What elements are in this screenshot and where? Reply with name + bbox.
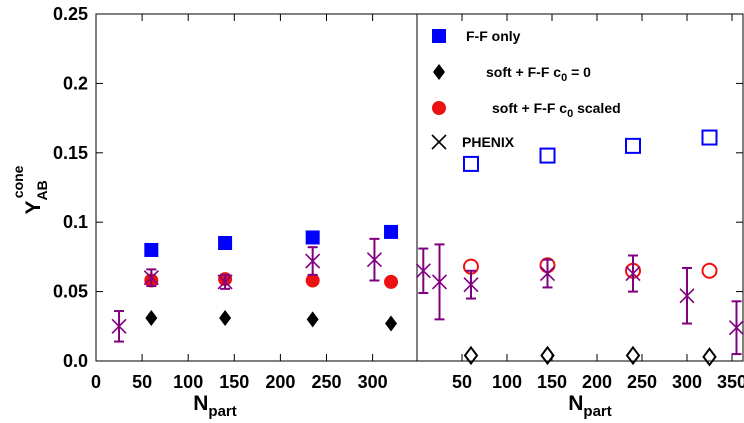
data-point xyxy=(145,309,158,326)
data-point xyxy=(625,345,641,366)
x-tick-label: 0 xyxy=(91,372,101,392)
data-point xyxy=(306,311,319,328)
series-right-0 xyxy=(463,129,718,172)
data-point xyxy=(111,318,127,334)
y-tick-label: 0.0 xyxy=(63,351,88,371)
y-tick-label: 0.1 xyxy=(63,212,88,232)
x-tick-label: 50 xyxy=(452,372,472,392)
series-right-3 xyxy=(431,243,744,356)
legend-label: PHENIX xyxy=(462,134,515,150)
data-point xyxy=(144,242,159,257)
series-right-1 xyxy=(463,345,717,367)
x-tick-label: 150 xyxy=(219,372,249,392)
data-point xyxy=(385,315,398,332)
series-left-2 xyxy=(144,272,399,289)
legend-label: F-F only xyxy=(466,28,521,44)
legend-marker xyxy=(432,101,446,115)
data-point xyxy=(415,263,431,279)
x-tick-label: 300 xyxy=(358,372,388,392)
data-point xyxy=(366,252,383,268)
data-point xyxy=(305,230,320,245)
x-axis-title-left: Npart xyxy=(193,392,237,420)
data-point xyxy=(701,129,718,146)
data-point xyxy=(219,309,232,326)
legend-item: F-F only xyxy=(432,28,521,44)
axes: 0.0 0.05 0.1 0.15 0.2 0.25 0 50 100 150 200 250 300 5… xyxy=(53,4,744,392)
y-tick-label: 0.25 xyxy=(53,4,88,24)
legend-item: soft + F-F c0 = 0 xyxy=(433,64,591,84)
x-tick-label: 100 xyxy=(173,372,203,392)
y-tick-label: 0.05 xyxy=(53,282,88,302)
series-left-0 xyxy=(144,224,399,257)
series-left-3 xyxy=(111,237,431,343)
data-point xyxy=(143,270,159,286)
data-point xyxy=(539,147,556,164)
legend-marker xyxy=(431,134,447,150)
series-right-2 xyxy=(463,257,718,279)
data-point xyxy=(702,347,717,367)
data-point xyxy=(431,274,448,290)
plot-frame-left xyxy=(95,13,418,362)
plot-frame-right xyxy=(416,13,744,362)
legend-marker xyxy=(432,29,446,43)
data-point xyxy=(305,253,321,269)
data-point xyxy=(463,277,479,293)
y-tick-label: 0.2 xyxy=(63,73,88,93)
legend: F-F only soft + F-F c0 = 0 soft + F-F c0 s… xyxy=(431,28,621,150)
legend-item: soft + F-F c0 scaled xyxy=(432,100,621,120)
y-axis-title: YABcone xyxy=(10,165,50,214)
data-marks xyxy=(111,129,744,367)
data-point xyxy=(728,320,744,336)
data-point xyxy=(218,236,233,251)
x-tick-label: 250 xyxy=(311,372,341,392)
x-axis-title-right: Npart xyxy=(568,392,612,420)
legend-label: soft + F-F c0 scaled xyxy=(492,100,621,120)
series-left-1 xyxy=(145,309,398,332)
data-point xyxy=(625,137,641,154)
legend-label: soft + F-F c0 = 0 xyxy=(486,64,591,84)
data-point xyxy=(384,224,399,239)
data-point xyxy=(463,345,479,366)
data-point xyxy=(217,274,233,290)
legend-item: PHENIX xyxy=(431,134,515,150)
legend-marker xyxy=(433,64,445,80)
x-tick-label: 150 xyxy=(537,372,567,392)
data-point xyxy=(701,262,718,279)
x-tick-label: 100 xyxy=(492,372,522,392)
data-point xyxy=(539,265,556,282)
data-point xyxy=(463,155,479,172)
y-tick-label: 0.15 xyxy=(53,143,88,163)
data-point xyxy=(540,345,555,366)
x-tick-label: 50 xyxy=(132,372,152,392)
data-point xyxy=(305,273,320,288)
x-tick-label: 350 xyxy=(717,372,744,392)
data-point xyxy=(679,288,695,304)
data-point xyxy=(384,274,399,289)
data-point xyxy=(625,265,641,282)
x-tick-label: 200 xyxy=(265,372,295,392)
x-tick-label: 300 xyxy=(672,372,702,392)
x-tick-label: 250 xyxy=(627,372,657,392)
x-tick-label: 200 xyxy=(582,372,612,392)
